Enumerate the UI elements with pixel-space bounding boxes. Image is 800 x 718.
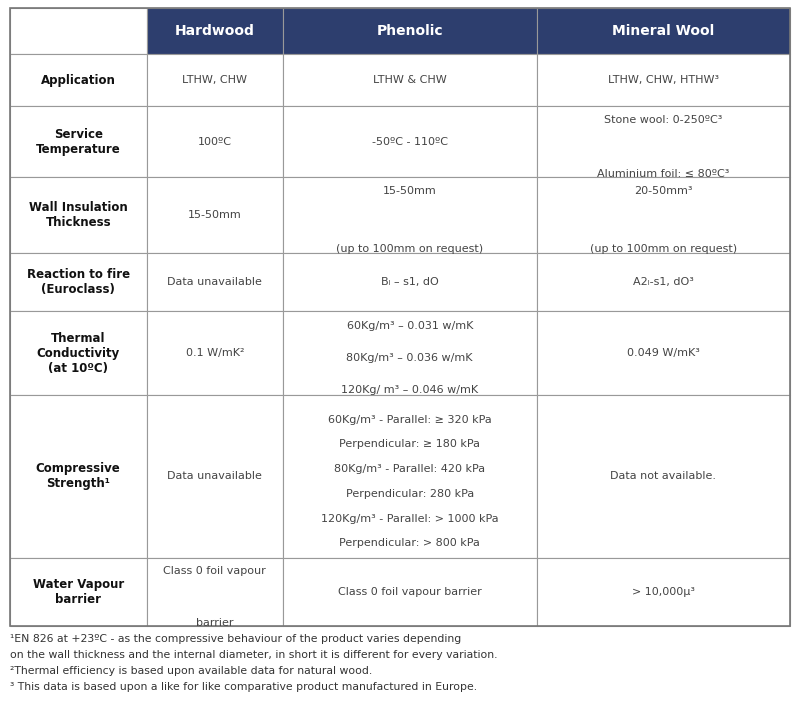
Text: Compressive
Strength¹: Compressive Strength¹ <box>36 462 121 490</box>
Text: -50ºC - 110ºC: -50ºC - 110ºC <box>372 137 448 147</box>
Text: LTHW, CHW, HTHW³: LTHW, CHW, HTHW³ <box>608 75 719 85</box>
Bar <box>10 8 146 54</box>
Text: Perpendicular: > 800 kPa: Perpendicular: > 800 kPa <box>339 538 480 549</box>
Text: Phenolic: Phenolic <box>377 24 443 38</box>
Bar <box>10 177 146 253</box>
Text: 120Kg/ m³ – 0.046 w/mK: 120Kg/ m³ – 0.046 w/mK <box>341 385 478 395</box>
Bar <box>10 106 146 177</box>
Text: 100ºC: 100ºC <box>198 137 232 147</box>
Bar <box>283 395 537 558</box>
Text: Service
Temperature: Service Temperature <box>36 128 121 156</box>
Bar <box>537 54 790 106</box>
Text: Wall Insulation
Thickness: Wall Insulation Thickness <box>29 201 128 229</box>
Bar <box>146 253 283 311</box>
Bar <box>537 177 790 253</box>
Text: Perpendicular: 280 kPa: Perpendicular: 280 kPa <box>346 489 474 499</box>
Bar <box>10 311 146 395</box>
Text: 60Kg/m³ – 0.031 w/mK: 60Kg/m³ – 0.031 w/mK <box>346 321 473 331</box>
Text: 0.049 W/mK³: 0.049 W/mK³ <box>627 348 700 358</box>
Text: ²Thermal efficiency is based upon available data for natural wood.: ²Thermal efficiency is based upon availa… <box>10 666 372 676</box>
Text: ¹EN 826 at +23ºC - as the compressive behaviour of the product varies depending: ¹EN 826 at +23ºC - as the compressive be… <box>10 634 462 644</box>
Text: Stone wool: 0-250ºC³: Stone wool: 0-250ºC³ <box>604 115 722 125</box>
Text: 80Kg/m³ - Parallel: 420 kPa: 80Kg/m³ - Parallel: 420 kPa <box>334 464 486 474</box>
Text: Perpendicular: ≥ 180 kPa: Perpendicular: ≥ 180 kPa <box>339 439 480 449</box>
Bar <box>146 558 283 626</box>
Bar <box>146 311 283 395</box>
Text: 15-50mm: 15-50mm <box>188 210 242 220</box>
Text: on the wall thickness and the internal diameter, in short it is different for ev: on the wall thickness and the internal d… <box>10 650 498 660</box>
Text: Data not available.: Data not available. <box>610 472 716 482</box>
Text: Data unavailable: Data unavailable <box>167 277 262 287</box>
Bar <box>146 106 283 177</box>
Bar <box>146 54 283 106</box>
Text: A2ₗ-s1, dO³: A2ₗ-s1, dO³ <box>633 277 694 287</box>
Text: 60Kg/m³ - Parallel: ≥ 320 kPa: 60Kg/m³ - Parallel: ≥ 320 kPa <box>328 414 492 424</box>
Text: Aluminium foil: ≤ 80ºC³: Aluminium foil: ≤ 80ºC³ <box>597 169 730 179</box>
Bar <box>537 558 790 626</box>
Text: LTHW, CHW: LTHW, CHW <box>182 75 247 85</box>
Bar <box>283 54 537 106</box>
Bar <box>10 395 146 558</box>
Text: 80Kg/m³ – 0.036 w/mK: 80Kg/m³ – 0.036 w/mK <box>346 353 473 363</box>
Text: (up to 100mm on request): (up to 100mm on request) <box>590 244 737 254</box>
Bar <box>10 54 146 106</box>
Text: Mineral Wool: Mineral Wool <box>612 24 714 38</box>
Text: barrier: barrier <box>196 617 234 628</box>
Bar <box>537 8 790 54</box>
Bar <box>283 177 537 253</box>
Bar <box>10 253 146 311</box>
Text: Hardwood: Hardwood <box>175 24 254 38</box>
Bar <box>283 253 537 311</box>
Text: ³ This data is based upon a like for like comparative product manufactured in Eu: ³ This data is based upon a like for lik… <box>10 682 477 692</box>
Bar <box>146 395 283 558</box>
Bar <box>10 558 146 626</box>
Bar <box>283 558 537 626</box>
Bar <box>146 8 283 54</box>
Bar <box>537 395 790 558</box>
Bar <box>283 8 537 54</box>
Bar <box>10 8 790 626</box>
Text: Reaction to fire
(Euroclass): Reaction to fire (Euroclass) <box>26 269 130 297</box>
Text: Thermal
Conductivity
(at 10ºC): Thermal Conductivity (at 10ºC) <box>37 332 120 375</box>
Text: Class 0 foil vapour: Class 0 foil vapour <box>163 566 266 576</box>
Text: Class 0 foil vapour barrier: Class 0 foil vapour barrier <box>338 587 482 597</box>
Bar <box>283 311 537 395</box>
Bar <box>537 106 790 177</box>
Text: Water Vapour
barrier: Water Vapour barrier <box>33 578 124 606</box>
Text: LTHW & CHW: LTHW & CHW <box>373 75 446 85</box>
Text: 20-50mm³: 20-50mm³ <box>634 187 693 197</box>
Text: (up to 100mm on request): (up to 100mm on request) <box>336 244 483 254</box>
Bar <box>537 253 790 311</box>
Bar <box>283 106 537 177</box>
Text: > 10,000μ³: > 10,000μ³ <box>632 587 694 597</box>
Text: 15-50mm: 15-50mm <box>383 187 437 197</box>
Text: Bₗ – s1, dO: Bₗ – s1, dO <box>381 277 438 287</box>
Bar <box>146 177 283 253</box>
Text: 0.1 W/mK²: 0.1 W/mK² <box>186 348 244 358</box>
Text: Application: Application <box>41 74 116 87</box>
Bar <box>537 311 790 395</box>
Text: Data unavailable: Data unavailable <box>167 472 262 482</box>
Text: 120Kg/m³ - Parallel: > 1000 kPa: 120Kg/m³ - Parallel: > 1000 kPa <box>321 513 498 523</box>
